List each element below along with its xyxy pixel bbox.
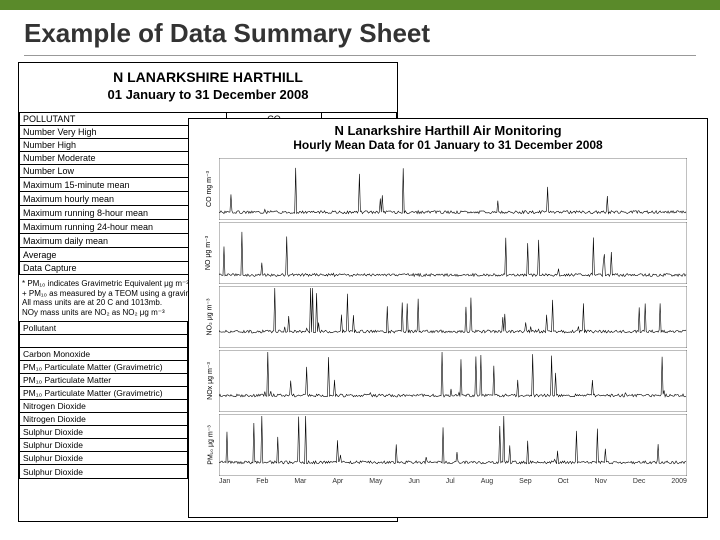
xtick-label: Jul bbox=[446, 478, 455, 485]
col-header bbox=[20, 335, 188, 348]
pollutant-name: Nitrogen Dioxide bbox=[20, 400, 188, 413]
xtick-label: Dec bbox=[633, 478, 645, 485]
pollutant-name: Nitrogen Dioxide bbox=[20, 413, 188, 426]
chart-ylabel: NO μg m⁻³ bbox=[204, 236, 212, 270]
xtick-label: May bbox=[369, 478, 382, 485]
xtick-label: Jan bbox=[219, 478, 230, 485]
xtick-label: Jun bbox=[408, 478, 419, 485]
xtick-label: Nov bbox=[594, 478, 606, 485]
sheet-subheader: 01 January to 31 December 2008 bbox=[19, 87, 397, 108]
chart-ylabel: NO₂ μg m⁻³ bbox=[205, 299, 213, 336]
pollutant-name: Sulphur Dioxide bbox=[20, 465, 188, 479]
xtick-label: Apr bbox=[332, 478, 343, 485]
xtick-label: Oct bbox=[558, 478, 569, 485]
pollutant-name: Carbon Monoxide bbox=[20, 348, 188, 361]
chart-ylabel: PM₁₀ μg m⁻³ bbox=[207, 425, 215, 464]
title-underline bbox=[24, 55, 696, 56]
chart-strip: CO mg m⁻³02 bbox=[219, 158, 687, 220]
slide-title: Example of Data Summary Sheet bbox=[0, 10, 720, 53]
chart-ylabel: CO mg m⁻³ bbox=[205, 171, 213, 207]
pollutant-name: PM₁₀ Particulate Matter (Gravimetric) bbox=[20, 387, 188, 400]
sheet-header: N LANARKSHIRE HARTHILL bbox=[19, 63, 397, 87]
chart-strip: NOx μg m⁻³0400 bbox=[219, 350, 687, 412]
chart-strip: NO μg m⁻³0200 bbox=[219, 222, 687, 284]
xtick-label: Mar bbox=[294, 478, 306, 485]
chart-strip: NO₂ μg m⁻³0100 bbox=[219, 286, 687, 348]
chart-title: N Lanarkshire Harthill Air Monitoring bbox=[189, 119, 707, 138]
pollutant-name: Sulphur Dioxide bbox=[20, 452, 188, 465]
xtick-label: Aug bbox=[481, 478, 493, 485]
xtick-label: 2009 bbox=[671, 478, 687, 485]
col-header: Pollutant bbox=[20, 322, 188, 335]
xtick-label: Feb bbox=[256, 478, 268, 485]
chart-ylabel: NOx μg m⁻³ bbox=[206, 362, 214, 400]
pollutant-name: Sulphur Dioxide bbox=[20, 426, 188, 439]
pollutant-name: Sulphur Dioxide bbox=[20, 439, 188, 452]
chart-strip: PM₁₀ μg m⁻³080 bbox=[219, 414, 687, 476]
slide-top-bar bbox=[0, 0, 720, 10]
chart-xaxis: Jan Feb Mar Apr May Jun Jul Aug Sep Oct Nov Dec 2009 bbox=[219, 478, 687, 485]
pollutant-name: PM₁₀ Particulate Matter bbox=[20, 374, 188, 387]
chart-panel: N Lanarkshire Harthill Air Monitoring Ho… bbox=[188, 118, 708, 518]
pollutant-name: PM₁₀ Particulate Matter (Gravimetric) bbox=[20, 361, 188, 374]
chart-subtitle: Hourly Mean Data for 01 January to 31 De… bbox=[189, 138, 707, 156]
xtick-label: Sep bbox=[519, 478, 531, 485]
